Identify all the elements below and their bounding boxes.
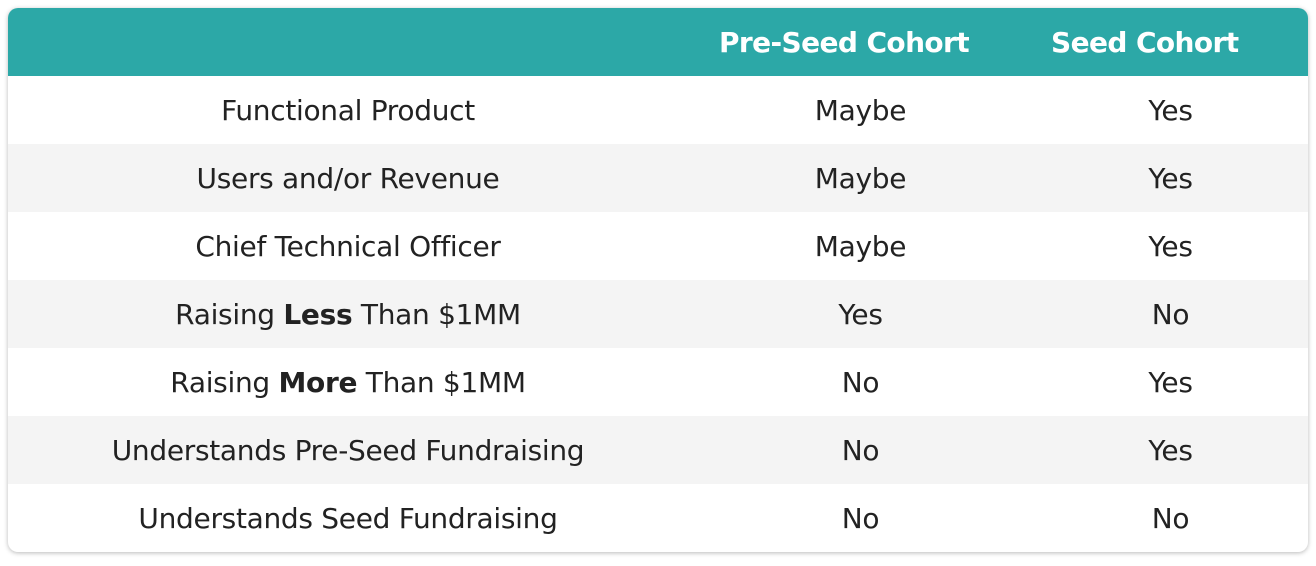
header-seed-cohort: Seed Cohort [1051, 25, 1239, 59]
table-row: Understands Pre-Seed Fundraising No Yes [8, 416, 1308, 484]
criterion-suffix: Than $1MM [357, 365, 526, 399]
criterion-emphasis: More [278, 365, 358, 399]
pre-seed-value: No [841, 501, 880, 535]
table-header-row: Pre-Seed Cohort Seed Cohort [8, 8, 1308, 76]
pre-seed-value: Maybe [814, 161, 907, 195]
table-row: Functional Product Maybe Yes [8, 76, 1308, 144]
seed-value: Yes [1148, 93, 1193, 127]
pre-seed-value: No [841, 433, 880, 467]
criterion-cell: Functional Product [221, 93, 475, 127]
criterion-cell: Chief Technical Officer [195, 229, 501, 263]
table-row: Raising More Than $1MM No Yes [8, 348, 1308, 416]
table-row: Chief Technical Officer Maybe Yes [8, 212, 1308, 280]
cohort-comparison-card: Pre-Seed Cohort Seed Cohort Functional P… [8, 8, 1308, 552]
pre-seed-value: No [841, 365, 880, 399]
pre-seed-value: Maybe [814, 229, 907, 263]
criterion-cell: Raising More Than $1MM [8, 348, 688, 416]
criterion-cell: Users and/or Revenue [196, 161, 500, 195]
pre-seed-value: Yes [838, 297, 883, 331]
cohort-comparison-table: Pre-Seed Cohort Seed Cohort Functional P… [8, 8, 1308, 552]
criterion-cell: Understands Seed Fundraising [138, 501, 558, 535]
seed-value: Yes [1148, 433, 1193, 467]
table-row: Users and/or Revenue Maybe Yes [8, 144, 1308, 212]
criterion-emphasis: Less [283, 297, 353, 331]
criterion-cell: Understands Pre-Seed Fundraising [111, 433, 585, 467]
header-criterion [8, 8, 688, 76]
criterion-suffix: Than $1MM [352, 297, 521, 331]
criterion-prefix: Raising [175, 297, 284, 331]
seed-value: No [1151, 297, 1190, 331]
pre-seed-value: Maybe [814, 93, 907, 127]
table-row: Understands Seed Fundraising No No [8, 484, 1308, 552]
seed-value: No [1151, 501, 1190, 535]
criterion-cell: Raising Less Than $1MM [8, 280, 688, 348]
seed-value: Yes [1148, 161, 1193, 195]
seed-value: Yes [1148, 365, 1193, 399]
criterion-prefix: Raising [170, 365, 279, 399]
header-pre-seed-cohort: Pre-Seed Cohort [719, 25, 970, 59]
table-row: Raising Less Than $1MM Yes No [8, 280, 1308, 348]
seed-value: Yes [1148, 229, 1193, 263]
